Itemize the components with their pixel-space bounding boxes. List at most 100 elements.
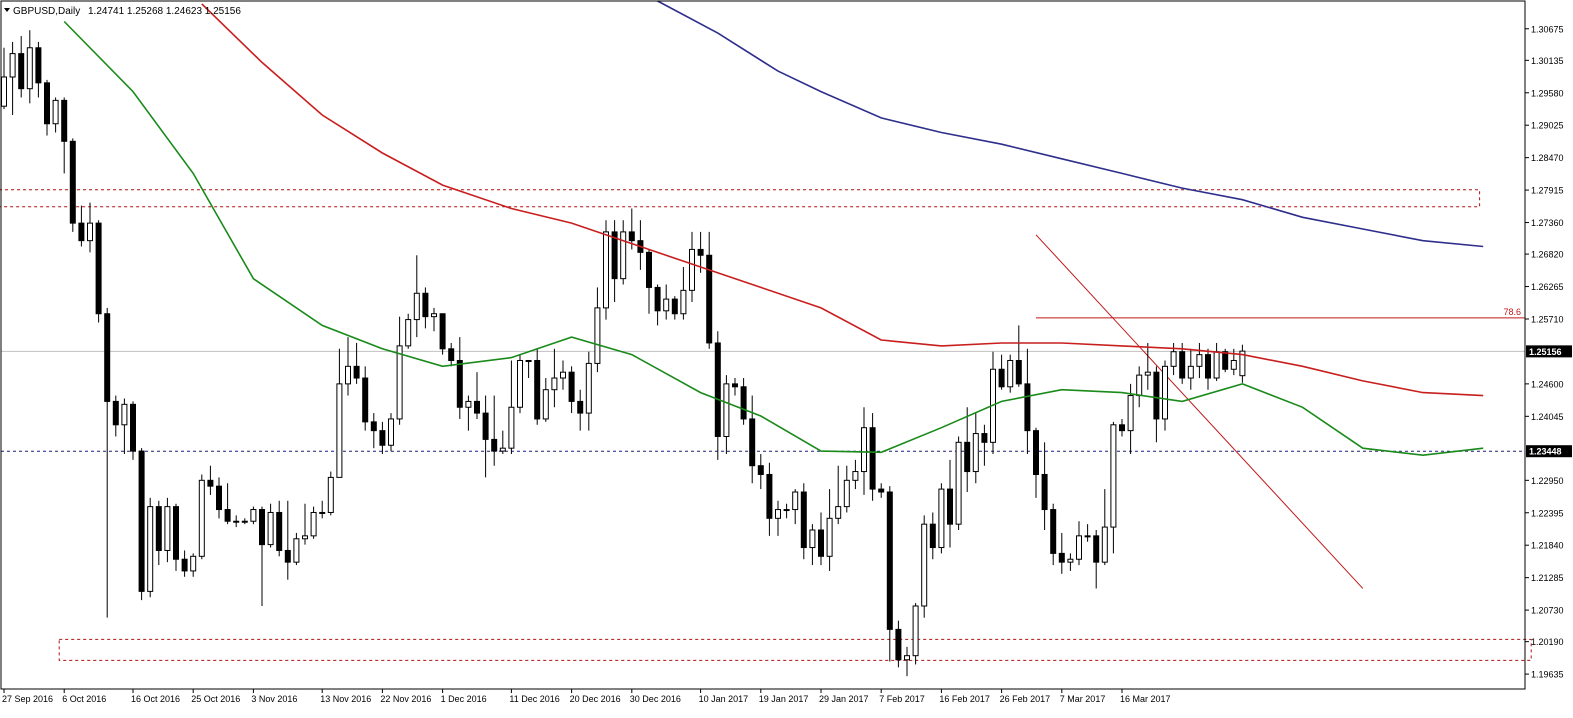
- moving-average-line: [63, 20, 1484, 457]
- candle-body: [757, 465, 764, 475]
- candle-body: [628, 231, 635, 242]
- moving-average-line: [201, 3, 1484, 397]
- y-tick-label: 1.24045: [1531, 412, 1564, 422]
- candle-body: [1222, 351, 1229, 370]
- y-tick-label: 1.29580: [1531, 88, 1564, 98]
- y-tick-label: 1.21840: [1531, 541, 1564, 551]
- x-tick-label: 26 Feb 2017: [1000, 694, 1051, 704]
- candle-body: [972, 433, 979, 473]
- candle-body: [732, 383, 738, 388]
- candle-body: [1101, 526, 1108, 563]
- candle-body: [26, 47, 33, 90]
- x-tick-label: 11 Dec 2016: [509, 694, 559, 704]
- time-axis: 27 Sep 2016 6 Oct 2016 16 Oct 2016 25 Oct 2…: [2, 689, 1171, 704]
- x-tick-label: 6 Oct 2016: [62, 694, 106, 704]
- candle-body: [671, 298, 678, 315]
- candle-body: [499, 447, 506, 452]
- candle-body: [826, 517, 833, 557]
- y-tick-label: 1.26265: [1531, 282, 1564, 292]
- candle-body: [1239, 350, 1246, 377]
- supply-demand-zone: [0, 189, 1481, 208]
- candle-body: [18, 53, 25, 90]
- y-tick-label: 1.22950: [1531, 476, 1564, 486]
- chart-header: GBPUSD,Daily 1.24741 1.25268 1.24623 1.2…: [4, 6, 241, 17]
- candle-body: [78, 222, 85, 242]
- candle-body: [1179, 351, 1186, 379]
- x-tick-label: 25 Oct 2016: [191, 694, 240, 704]
- candle-body: [233, 520, 240, 523]
- candle-body: [474, 400, 480, 414]
- candle-body: [775, 509, 781, 519]
- candle-body: [1067, 558, 1074, 563]
- y-tick-label: 1.20730: [1531, 606, 1564, 616]
- candle-body: [534, 359, 541, 420]
- x-tick-label: 7 Feb 2017: [879, 694, 925, 704]
- candle-body: [1033, 430, 1039, 475]
- candle-body: [1136, 374, 1143, 397]
- y-tick-label: 1.25710: [1531, 314, 1564, 324]
- x-tick-label: 29 Jan 2017: [819, 694, 869, 704]
- candle-body: [921, 523, 928, 607]
- candle-body: [69, 140, 76, 224]
- candle-body: [663, 298, 670, 312]
- candle-body: [52, 99, 59, 125]
- candle-body: [1076, 535, 1082, 560]
- candle-body: [560, 371, 566, 379]
- candle-body: [61, 99, 68, 142]
- annotations: 1.25156 1.23448: [1526, 345, 1572, 458]
- candle-body: [585, 362, 592, 414]
- candle-body: [861, 427, 867, 473]
- candle-body: [198, 479, 205, 557]
- candle-body: [1093, 535, 1100, 563]
- candle-body: [267, 511, 274, 546]
- x-tick-label: 30 Dec 2016: [630, 694, 681, 704]
- candle-body: [1213, 351, 1220, 379]
- candle-body: [35, 47, 42, 84]
- candle-body: [456, 359, 463, 408]
- candle-body: [379, 430, 386, 446]
- trendline: [1035, 234, 1364, 589]
- candle-body: [95, 222, 102, 315]
- y-tick-label: 1.24600: [1531, 379, 1564, 389]
- candle-body: [886, 491, 893, 630]
- candle-body: [9, 53, 16, 78]
- x-tick-label: 1 Dec 2016: [441, 694, 487, 704]
- y-tick-label: 1.22395: [1531, 508, 1564, 518]
- candle-body: [947, 488, 953, 525]
- candle-body: [654, 286, 661, 312]
- candle-body: [542, 389, 549, 420]
- candle-body: [929, 523, 936, 549]
- candle-body: [1153, 371, 1160, 420]
- candle-body: [766, 473, 773, 519]
- price-tag: [1526, 445, 1572, 458]
- dropdown-triangle-icon[interactable]: [4, 8, 10, 12]
- price-axis: 1.30675 1.30135 1.29580 1.29025 1.28470 1.279…: [1525, 24, 1564, 680]
- candle-body: [388, 418, 394, 446]
- candle-body: [353, 365, 360, 379]
- candle-body: [1050, 509, 1057, 554]
- candle-body: [413, 292, 420, 321]
- candle-body: [680, 289, 687, 315]
- moving-average-line: [657, 0, 1484, 248]
- candle-body: [181, 558, 188, 572]
- candle-body: [869, 427, 876, 490]
- symbol-label: GBPUSD,Daily: [13, 6, 80, 17]
- candle-body: [843, 479, 850, 508]
- candle-body: [276, 511, 283, 551]
- candle-body: [1015, 359, 1022, 385]
- candle-body: [224, 509, 231, 522]
- x-tick-label: 10 Jan 2017: [699, 694, 749, 704]
- candle-body: [714, 342, 721, 437]
- candle-body: [319, 511, 326, 514]
- candle-body: [370, 421, 377, 432]
- y-tick-label: 1.27915: [1531, 186, 1564, 196]
- candle-body: [405, 319, 412, 347]
- y-tick-label: 1.30675: [1531, 24, 1564, 34]
- candle-body: [138, 450, 145, 592]
- candle-body: [147, 506, 154, 592]
- supply-demand-zone: [58, 638, 1532, 661]
- candles: [1, 30, 1246, 677]
